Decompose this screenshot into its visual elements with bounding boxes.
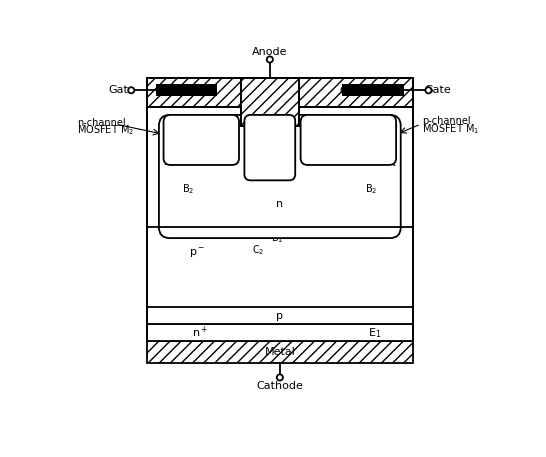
FancyBboxPatch shape xyxy=(159,115,401,238)
FancyBboxPatch shape xyxy=(245,115,295,181)
Text: Oxide: Oxide xyxy=(177,86,210,96)
FancyBboxPatch shape xyxy=(301,115,396,165)
Text: n$^+$: n$^+$ xyxy=(252,117,267,131)
Text: B$_2$: B$_2$ xyxy=(365,182,378,196)
Text: p: p xyxy=(345,129,352,139)
Text: Oxide: Oxide xyxy=(340,86,372,96)
Text: Metal: Metal xyxy=(264,347,295,357)
Text: D$_1$: D$_1$ xyxy=(384,155,397,169)
Text: p$^+$: p$^+$ xyxy=(262,131,278,149)
Bar xyxy=(299,78,413,107)
Text: B$_1$: B$_1$ xyxy=(271,231,284,245)
Text: Gate: Gate xyxy=(424,85,451,95)
Text: S$_1$: S$_1$ xyxy=(303,117,315,131)
Text: Gate: Gate xyxy=(109,85,135,95)
Text: p$^-$: p$^-$ xyxy=(188,247,205,260)
Text: E$_2$: E$_2$ xyxy=(264,154,276,168)
Text: p: p xyxy=(276,311,283,321)
Bar xyxy=(156,84,217,96)
Text: n$^+$: n$^+$ xyxy=(192,325,209,340)
Text: C$_1$: C$_1$ xyxy=(173,143,185,157)
Bar xyxy=(241,78,299,107)
Text: n: n xyxy=(276,199,283,208)
Bar xyxy=(147,78,241,107)
Text: Anode: Anode xyxy=(252,47,288,57)
Text: p: p xyxy=(198,129,205,139)
Text: p-channel: p-channel xyxy=(422,116,471,126)
Bar xyxy=(147,308,413,324)
Text: E$_1$: E$_1$ xyxy=(368,326,381,340)
FancyBboxPatch shape xyxy=(164,115,239,165)
Text: S$_2$n$^+$: S$_2$n$^+$ xyxy=(177,117,203,132)
Bar xyxy=(241,78,299,127)
Bar xyxy=(342,84,404,96)
Text: MOSFET M$_1$: MOSFET M$_1$ xyxy=(422,122,479,136)
Text: MOSFET M$_2$: MOSFET M$_2$ xyxy=(78,123,134,137)
Text: D$_2$: D$_2$ xyxy=(163,155,176,169)
Text: C$_2$: C$_2$ xyxy=(252,243,264,256)
Circle shape xyxy=(267,56,273,63)
Bar xyxy=(147,341,413,363)
Text: C$_1$: C$_1$ xyxy=(375,143,387,157)
Circle shape xyxy=(277,374,283,381)
Text: n-channel: n-channel xyxy=(78,117,126,128)
Bar xyxy=(147,107,413,341)
Circle shape xyxy=(128,87,134,93)
Circle shape xyxy=(425,87,431,93)
Bar xyxy=(147,324,413,341)
Text: B$_2$: B$_2$ xyxy=(182,182,194,196)
Text: Cathode: Cathode xyxy=(257,381,303,391)
